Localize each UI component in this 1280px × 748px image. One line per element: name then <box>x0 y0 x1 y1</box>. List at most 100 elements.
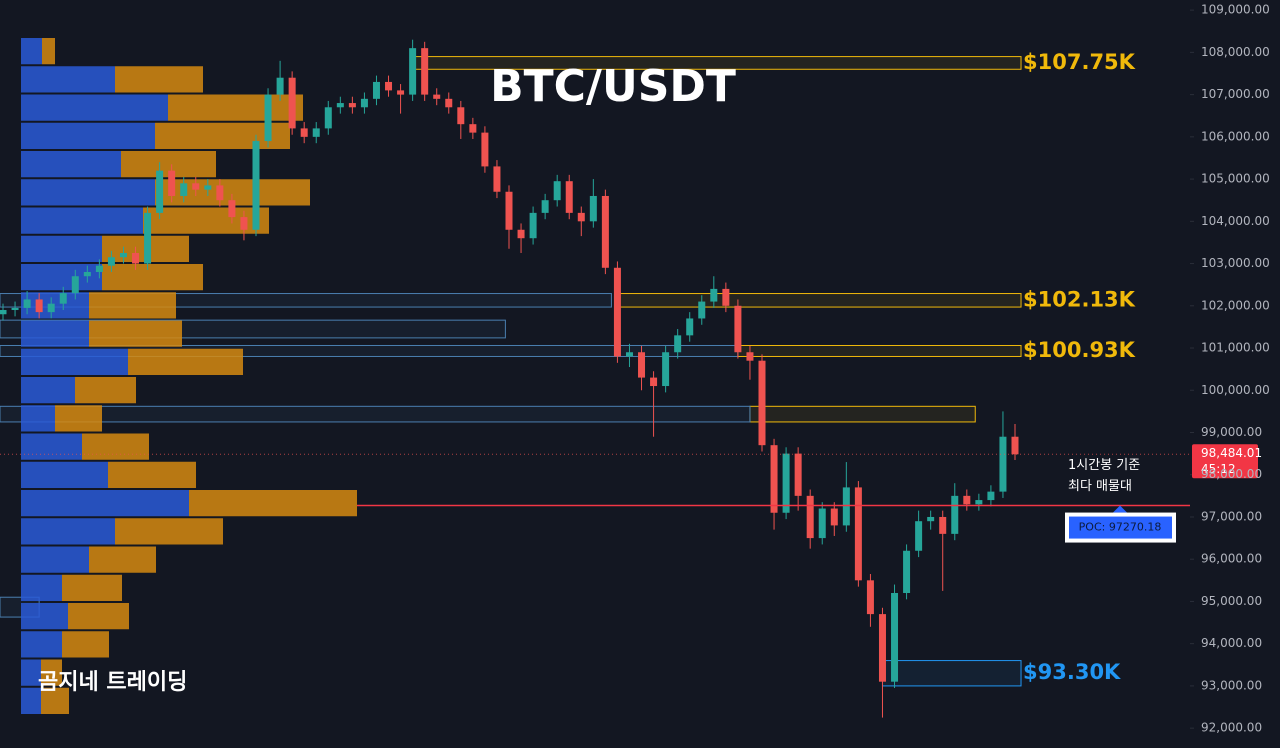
candle-body <box>939 516 947 534</box>
profile-sell <box>82 433 149 460</box>
y-tick-label: 94,000.00 <box>1201 636 1262 650</box>
candle-body <box>0 310 7 315</box>
candle-body <box>372 81 380 99</box>
candle-body <box>842 487 850 526</box>
profile-sell <box>115 518 223 545</box>
candle-body <box>746 352 754 361</box>
profile-buy <box>21 461 108 488</box>
profile-sell <box>115 66 203 93</box>
candle-body <box>119 252 127 258</box>
profile-buy <box>21 122 155 149</box>
profile-buy <box>21 151 121 178</box>
candle-body <box>613 267 621 357</box>
candle-body <box>95 265 103 272</box>
candle-body <box>541 200 549 213</box>
poc-note: 1시간봉 기준 <box>1068 458 1140 473</box>
candle-body <box>903 550 911 593</box>
candle-body <box>577 212 585 222</box>
profile-buy <box>21 603 68 630</box>
candle-body <box>782 453 790 513</box>
profile-sell <box>89 320 182 347</box>
candle-body <box>794 453 802 496</box>
candle-body <box>312 128 320 137</box>
candle-body <box>421 48 429 95</box>
candle-body <box>240 217 248 230</box>
candle-body <box>481 132 489 167</box>
candle-body <box>866 580 874 615</box>
profile-sell <box>128 348 243 375</box>
profile-sell <box>62 631 109 658</box>
candle-body <box>144 212 152 264</box>
profile-buy <box>21 179 155 206</box>
candle-body <box>734 305 742 353</box>
candle-body <box>433 94 441 99</box>
candle-body <box>264 94 272 142</box>
profile-buy <box>21 38 42 65</box>
poc-tag-arrow <box>1113 505 1127 513</box>
profile-buy <box>21 264 102 291</box>
candle-body <box>589 195 597 222</box>
candle-body <box>71 276 79 294</box>
candle-body <box>891 592 899 682</box>
candle-body <box>915 521 923 551</box>
candle-body <box>276 77 284 95</box>
y-tick-label: 109,000.00 <box>1201 3 1270 17</box>
candle-body <box>83 272 91 277</box>
candle-body <box>348 103 356 108</box>
overlay: $107.75K $102.13K $100.93K $93.30K POC: 9727… <box>0 50 1262 684</box>
watermark: 곰지네 트레이딩 <box>38 670 187 695</box>
zone <box>881 660 1022 687</box>
profile-buy <box>21 235 102 262</box>
candle-body <box>686 318 694 336</box>
profile-buy <box>21 574 62 601</box>
profile-sell <box>41 659 62 686</box>
candle-body <box>625 352 633 357</box>
profile-buy <box>21 433 82 460</box>
zone <box>0 405 751 423</box>
poc-label: POC: 97270.18 <box>1079 521 1162 534</box>
y-tick-label: 106,000.00 <box>1201 129 1270 143</box>
profile-buy <box>21 631 62 658</box>
candle-body <box>23 299 31 308</box>
candle-body <box>59 293 67 304</box>
candle-body <box>180 183 188 196</box>
profile-sell <box>108 461 196 488</box>
chart-title: BTC/USDT <box>490 61 736 112</box>
candle-body <box>674 335 682 353</box>
zone <box>749 405 976 423</box>
candles <box>0 39 1019 718</box>
profile-sell <box>55 405 102 432</box>
zone-label: $102.13K <box>1023 287 1136 311</box>
zone <box>616 293 1022 308</box>
candle-body <box>204 185 212 190</box>
profile-buy <box>21 94 168 121</box>
y-tick-label: 103,000.00 <box>1201 256 1270 270</box>
y-tick-label: 93,000.00 <box>1201 678 1262 692</box>
candle-body <box>529 212 537 239</box>
y-tick-label: 97,000.00 <box>1201 509 1262 523</box>
candle-body <box>457 107 465 125</box>
profile-buy <box>21 405 55 432</box>
profile-sell <box>75 377 136 404</box>
y-tick-label: 108,000.00 <box>1201 45 1270 59</box>
y-tick-label: 105,000.00 <box>1201 172 1270 186</box>
candle-body <box>770 445 778 513</box>
candle-body <box>830 508 838 526</box>
profile-sell <box>68 603 129 630</box>
candle-body <box>878 614 886 682</box>
candle-body <box>252 141 260 230</box>
profile-sell <box>168 94 303 121</box>
y-tick-label: 98,000.00 <box>1201 467 1262 481</box>
candle-body <box>565 181 573 213</box>
y-tick-label: 102,000.00 <box>1201 298 1270 312</box>
candle-body <box>493 166 501 192</box>
y-tick-label: 100,000.00 <box>1201 383 1270 397</box>
candle-body <box>818 508 826 539</box>
candle-body <box>927 516 935 522</box>
y-tick-label: 92,000.00 <box>1201 721 1262 735</box>
candle-body <box>975 500 983 505</box>
candle-body <box>698 301 706 319</box>
y-tick-label: 104,000.00 <box>1201 214 1270 228</box>
profile-buy <box>21 659 41 686</box>
